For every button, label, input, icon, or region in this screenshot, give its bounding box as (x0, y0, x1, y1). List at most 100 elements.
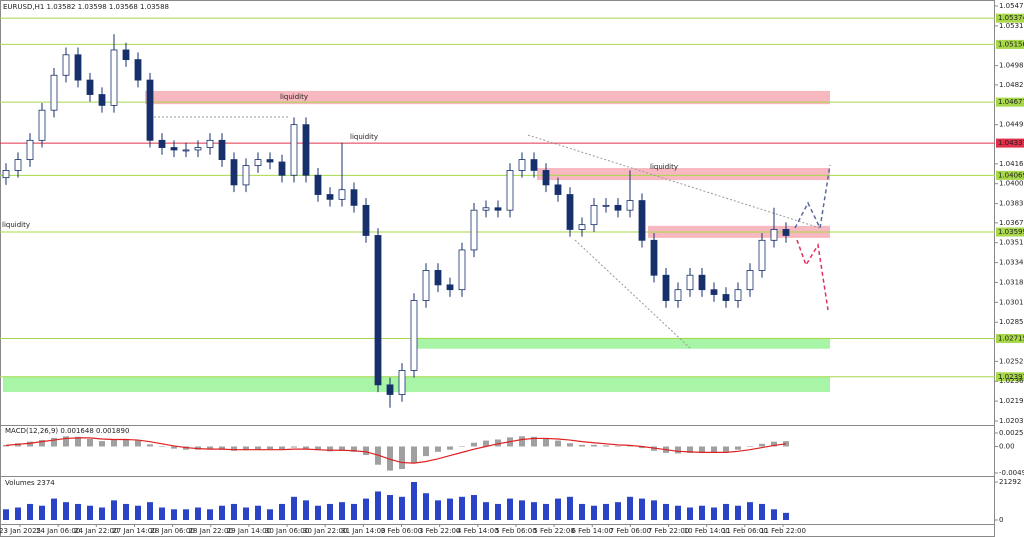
frame (0, 0, 995, 537)
macd-bar (747, 446, 753, 448)
volume-bar (747, 502, 753, 520)
macd-bar (159, 446, 165, 448)
candles (2, 34, 790, 408)
volume-bar (639, 498, 645, 520)
y-tick-label: 1.03015 (999, 298, 1024, 306)
candle-body (470, 209, 478, 251)
volume-bar (99, 507, 105, 520)
volume-bar (567, 496, 573, 520)
candle-body (2, 170, 10, 179)
candle-body (782, 229, 790, 236)
candle-body (566, 194, 574, 230)
candle-body (446, 284, 454, 291)
macd-bar (147, 444, 153, 447)
candle-body (674, 289, 682, 301)
volume-bar (411, 482, 417, 520)
volume-bar (15, 507, 21, 520)
level-label: 1.02397 (998, 373, 1024, 381)
y-tick-label: 1.02850 (999, 318, 1024, 326)
macd-bar (135, 440, 141, 447)
y-tick-label: 0 (999, 516, 1003, 524)
x-tick-label: 23 Jan 2025 (0, 527, 41, 535)
candle-body (410, 300, 418, 371)
candle-body (686, 274, 694, 291)
candle-body (350, 189, 358, 206)
y-tick-label: 1.04165 (999, 160, 1024, 168)
macd-title: MACD(12,26,9) 0.001648 0.001890 (5, 427, 129, 435)
candle-body (278, 161, 286, 176)
volume-bar (651, 500, 657, 520)
volume-bar (699, 505, 705, 520)
x-tick-label: 24 Jan 22:00 (74, 527, 118, 535)
y-tick-label: 1.04980 (999, 62, 1024, 70)
candle-body (230, 159, 238, 186)
volume-bar (219, 505, 225, 520)
y-tick-label: 1.02360 (999, 377, 1024, 385)
macd-bar (711, 446, 717, 453)
volume-bar (735, 505, 741, 520)
level-tag (996, 97, 1024, 107)
macd-bar (267, 446, 273, 450)
macd-bar (351, 446, 357, 452)
y-tick-label: 1.05310 (999, 22, 1024, 30)
candle-body (74, 54, 82, 81)
zones (3, 90, 830, 393)
volume-bar (783, 512, 789, 520)
macd-bar (339, 446, 345, 451)
candle-body (506, 170, 514, 211)
macd-bar (171, 446, 177, 449)
candle-body (134, 59, 142, 81)
candle-body (710, 289, 718, 295)
candle-body (590, 204, 598, 226)
x-tick-label: 30 Jan 22:00 (303, 527, 347, 535)
x-tick-label: 27 Jan 14:00 (112, 527, 156, 535)
volume-bar (723, 503, 729, 520)
candle-body (398, 370, 406, 395)
level-label: 1.02715 (998, 334, 1024, 342)
volume-bar (531, 502, 537, 520)
y-tick-label: 1.03675 (999, 219, 1024, 227)
volume-bar (711, 507, 717, 520)
volume-bar (495, 503, 501, 520)
x-tick-label: 11 Feb 22:00 (760, 527, 806, 535)
macd-bar (615, 445, 621, 447)
level-tag (996, 333, 1024, 343)
x-tick-label: 31 Jan 14:00 (341, 527, 385, 535)
y-tick-label: 1.05475 (999, 2, 1024, 10)
zone (145, 90, 830, 105)
level-label: 1.04677 (998, 98, 1024, 106)
macd-bar (399, 446, 405, 469)
volume-bar (759, 503, 765, 520)
macd-bar (315, 446, 321, 451)
macd-bar (279, 446, 285, 450)
volume-bar (135, 505, 141, 520)
volume-bar (519, 500, 525, 520)
chart-title: EURUSD,H1 1.03582 1.03598 1.03568 1.0358… (3, 3, 169, 11)
candle-body (326, 194, 334, 200)
macd-bar (543, 438, 549, 447)
candle-body (62, 54, 70, 76)
candle-body (614, 204, 622, 211)
volume-bar (27, 503, 33, 520)
y-tick-label: 1.04820 (999, 81, 1024, 89)
volume-bar (471, 495, 477, 520)
x-tick-label: 4 Feb 14:00 (457, 527, 498, 535)
trend-line (527, 134, 821, 229)
volume-bar (507, 498, 513, 520)
volume-bar (447, 498, 453, 520)
macd-bar (51, 437, 57, 447)
candle-body (254, 159, 262, 167)
volume-bar (399, 496, 405, 520)
x-tick-label: 30 Jan 06:00 (265, 527, 309, 535)
x-tick-label: 28 Jan 06:00 (150, 527, 194, 535)
level-label: 1.04069 (998, 171, 1024, 179)
volume-bar (123, 503, 129, 520)
volume-bar (291, 496, 297, 520)
candle-body (422, 270, 430, 301)
macd-bar (123, 438, 129, 447)
candle-body (218, 139, 226, 160)
volume-bar (111, 500, 117, 520)
level-label: 1.05156 (998, 40, 1024, 48)
macd-bar (567, 443, 573, 447)
